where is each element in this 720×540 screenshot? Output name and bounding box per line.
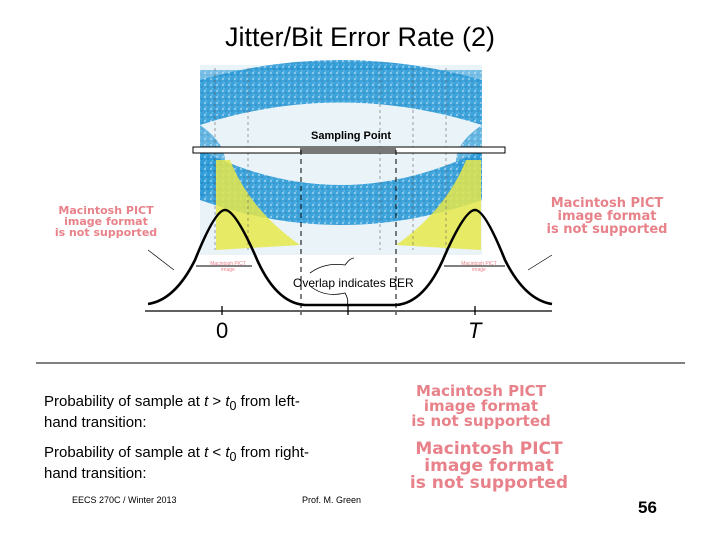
axis-label-T: T: [468, 318, 482, 343]
slide-title: Jitter/Bit Error Rate (2): [224, 22, 496, 52]
overlap-label: Overlap indicates BER: [293, 276, 414, 290]
mini-pict-right: Macintosh PICT image: [461, 261, 497, 273]
pict-placeholder-left: Macintosh PICT image format is not support…: [54, 204, 158, 239]
pict-placeholder-eq1: Macintosh PICT image format is not support…: [411, 382, 551, 430]
probability-right-text: Probability of sample at t < t0 from rig…: [44, 444, 309, 482]
footer-course: EECS 270C / Winter 2013: [72, 495, 177, 505]
pict-placeholder-right: Macintosh PICT image format is not support…: [546, 196, 668, 237]
mini-pict-left: Macintosh PICT image: [210, 261, 246, 273]
pict-placeholder-eq2: Macintosh PICT image format is not support…: [409, 439, 569, 493]
page-number: 56: [638, 498, 657, 517]
sampling-point-label: Sampling Point: [311, 130, 392, 142]
axis-label-zero: 0: [216, 318, 229, 343]
footer-author: Prof. M. Green: [302, 495, 362, 505]
probability-left-text: Probability of sample at t > t0 from lef…: [44, 393, 300, 431]
